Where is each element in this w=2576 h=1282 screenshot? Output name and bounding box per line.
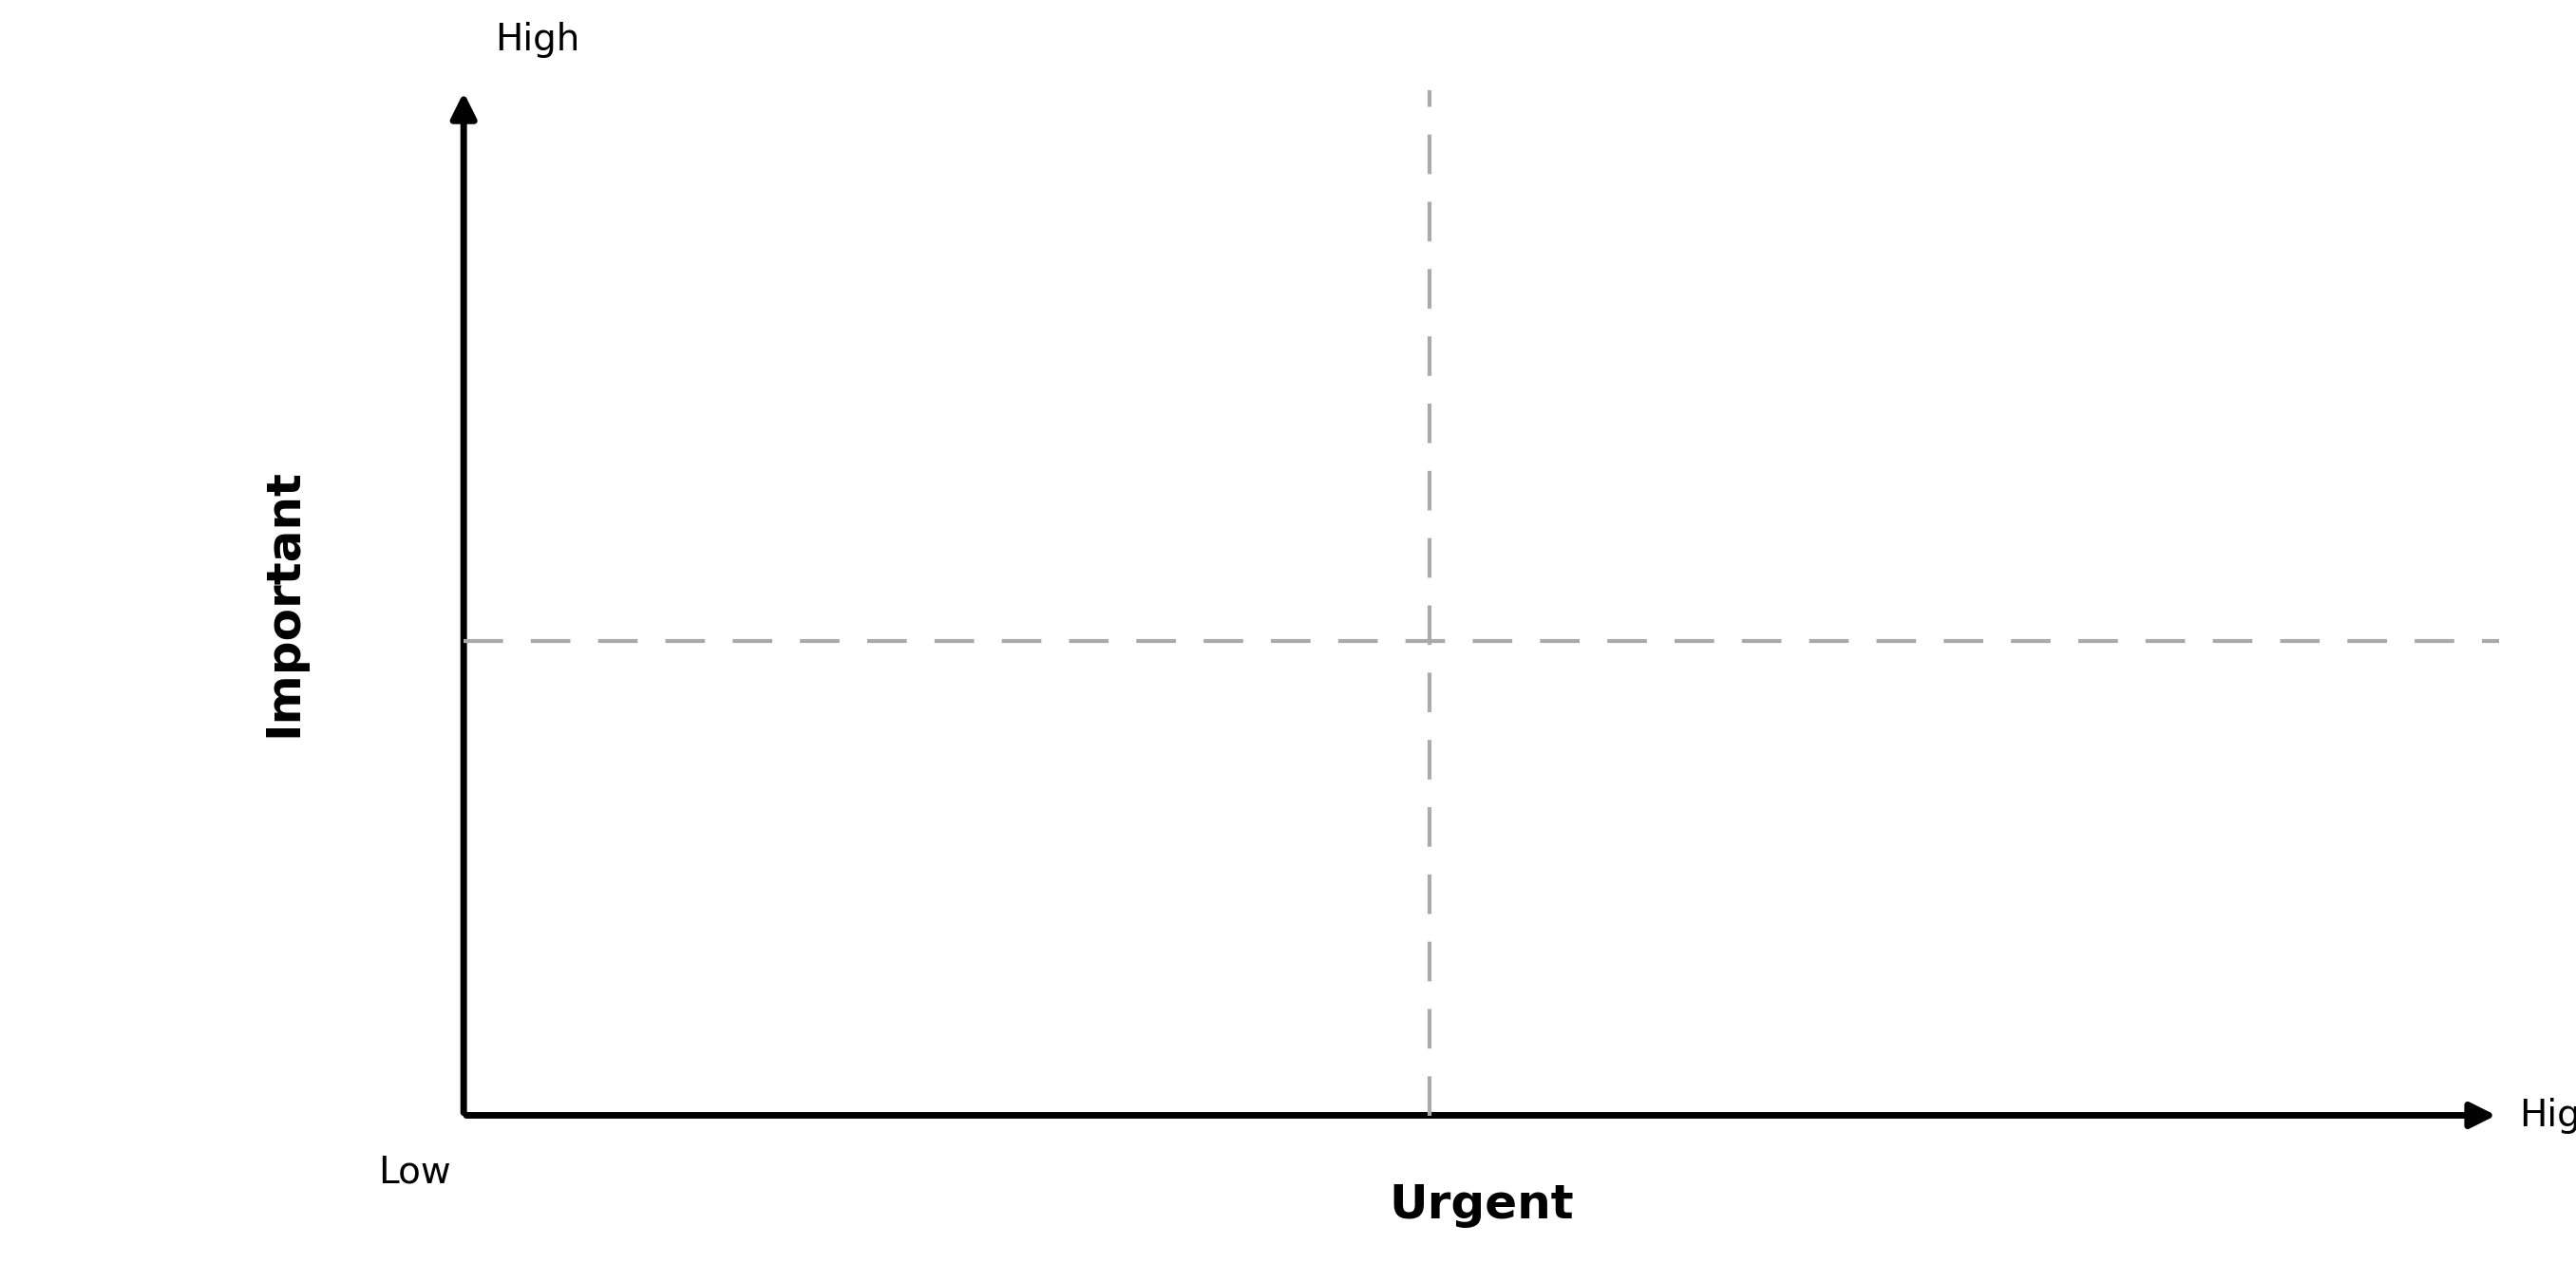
Text: High: High (495, 22, 580, 58)
Text: Important: Important (260, 468, 307, 737)
Text: High: High (2519, 1097, 2576, 1133)
Text: Low: Low (379, 1154, 451, 1190)
Text: Urgent: Urgent (1388, 1182, 1574, 1228)
